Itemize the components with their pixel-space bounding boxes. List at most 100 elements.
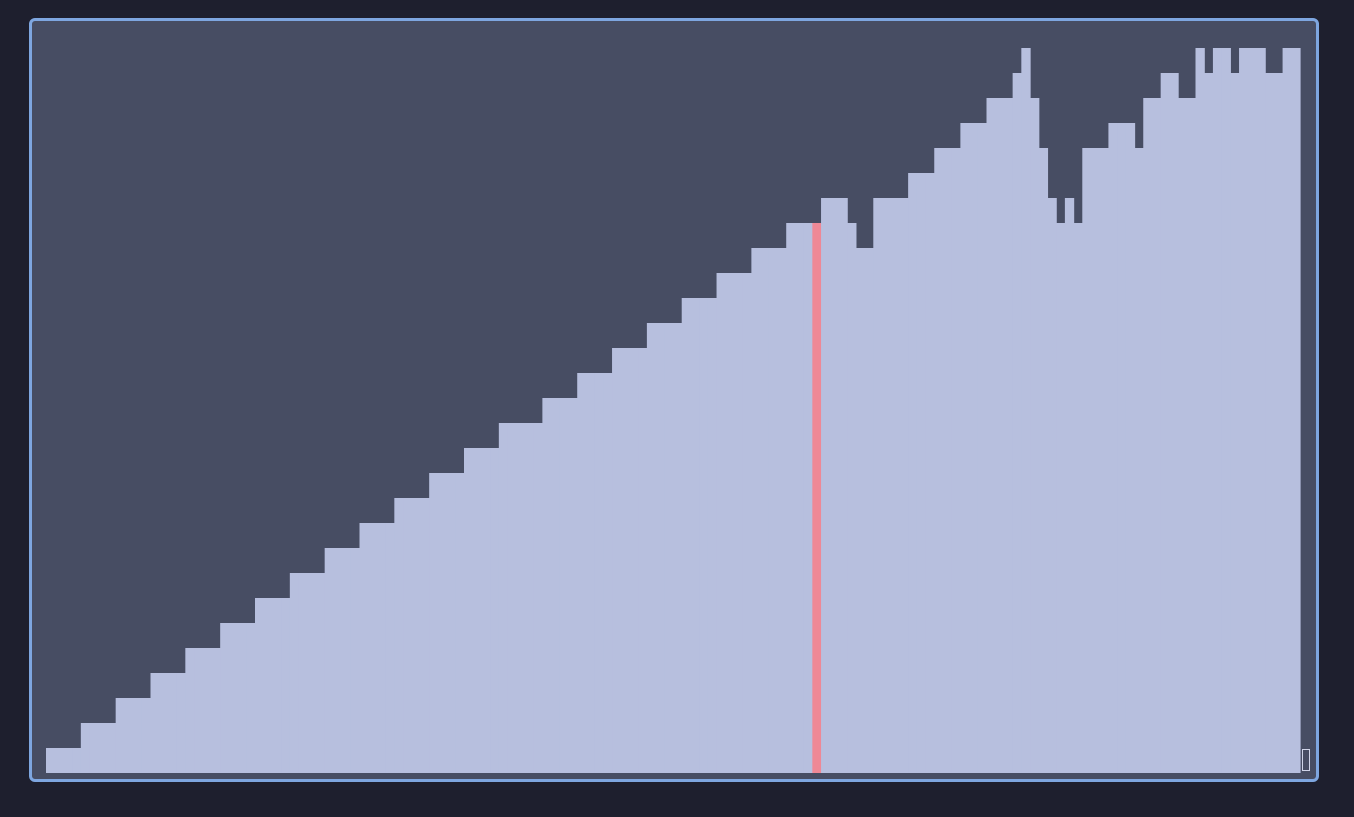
bar — [1178, 98, 1188, 773]
bar — [768, 248, 779, 773]
bar — [455, 473, 465, 773]
bar — [472, 448, 483, 773]
bar — [524, 423, 535, 773]
bar — [89, 723, 99, 773]
bar — [1265, 73, 1275, 773]
bar — [1239, 48, 1249, 773]
bar — [777, 248, 787, 773]
bar — [585, 373, 596, 773]
bar — [1056, 223, 1066, 773]
bar — [751, 248, 761, 773]
bar — [603, 373, 613, 773]
bar — [150, 673, 160, 773]
bar — [681, 298, 692, 773]
bar — [385, 523, 395, 773]
bar — [1151, 98, 1162, 773]
bar — [559, 398, 570, 773]
bar — [760, 248, 770, 773]
bar — [951, 148, 961, 773]
bar — [1134, 148, 1144, 773]
bar — [934, 148, 944, 773]
bar — [803, 223, 813, 773]
bar — [237, 623, 247, 773]
bar — [403, 498, 413, 773]
bar-chart — [46, 48, 1301, 773]
bar — [368, 523, 378, 773]
bar — [63, 748, 73, 773]
bar — [411, 498, 422, 773]
bar — [847, 223, 857, 773]
highlighted-bar — [812, 223, 822, 773]
bar — [873, 198, 883, 773]
bar — [1204, 73, 1214, 773]
bar — [742, 273, 752, 773]
bar — [194, 648, 204, 773]
bar — [1030, 98, 1040, 773]
bar — [838, 198, 848, 773]
bar — [350, 548, 361, 773]
bar — [220, 623, 230, 773]
bar — [655, 323, 665, 773]
bar — [1117, 123, 1127, 773]
bar — [925, 173, 935, 773]
bar — [1282, 48, 1292, 773]
bar — [80, 723, 91, 773]
bar — [1230, 73, 1240, 773]
bar — [1195, 48, 1205, 773]
bar — [620, 348, 631, 773]
bar — [821, 198, 831, 773]
bar — [1038, 148, 1049, 773]
bar — [1012, 73, 1022, 773]
bar — [960, 123, 970, 773]
bar — [420, 498, 430, 773]
bar — [437, 473, 448, 773]
bar — [72, 748, 82, 773]
bar — [133, 698, 143, 773]
cursor-block — [1302, 749, 1310, 771]
bar — [995, 98, 1005, 773]
bar — [498, 423, 509, 773]
bar — [829, 198, 840, 773]
bar — [1221, 48, 1231, 773]
bar — [908, 173, 918, 773]
bar — [646, 323, 657, 773]
bar — [490, 448, 500, 773]
bar — [594, 373, 604, 773]
bar — [794, 223, 805, 773]
bar — [916, 173, 927, 773]
bar — [464, 448, 474, 773]
bar — [124, 698, 134, 773]
bar — [481, 448, 491, 773]
bar — [246, 623, 256, 773]
bar — [568, 398, 578, 773]
bar — [1256, 48, 1266, 773]
bar — [899, 198, 909, 773]
bar — [359, 523, 369, 773]
bar — [673, 323, 683, 773]
bar — [855, 248, 866, 773]
bar — [890, 198, 901, 773]
bar — [612, 348, 622, 773]
bar — [577, 373, 587, 773]
bar — [507, 423, 517, 773]
bar — [690, 298, 700, 773]
bar — [176, 673, 186, 773]
bar — [202, 648, 213, 773]
bar — [289, 573, 300, 773]
bar — [211, 648, 221, 773]
bar — [167, 673, 178, 773]
bar — [1186, 98, 1197, 773]
bar — [1143, 98, 1153, 773]
bar — [429, 473, 439, 773]
bar — [281, 598, 291, 773]
bar — [969, 123, 979, 773]
bar — [228, 623, 239, 773]
bar — [1003, 98, 1014, 773]
bar — [725, 273, 735, 773]
bar — [298, 573, 308, 773]
bar — [699, 298, 709, 773]
bar — [942, 148, 953, 773]
bar — [263, 598, 274, 773]
bar — [106, 723, 117, 773]
bar — [46, 748, 56, 773]
